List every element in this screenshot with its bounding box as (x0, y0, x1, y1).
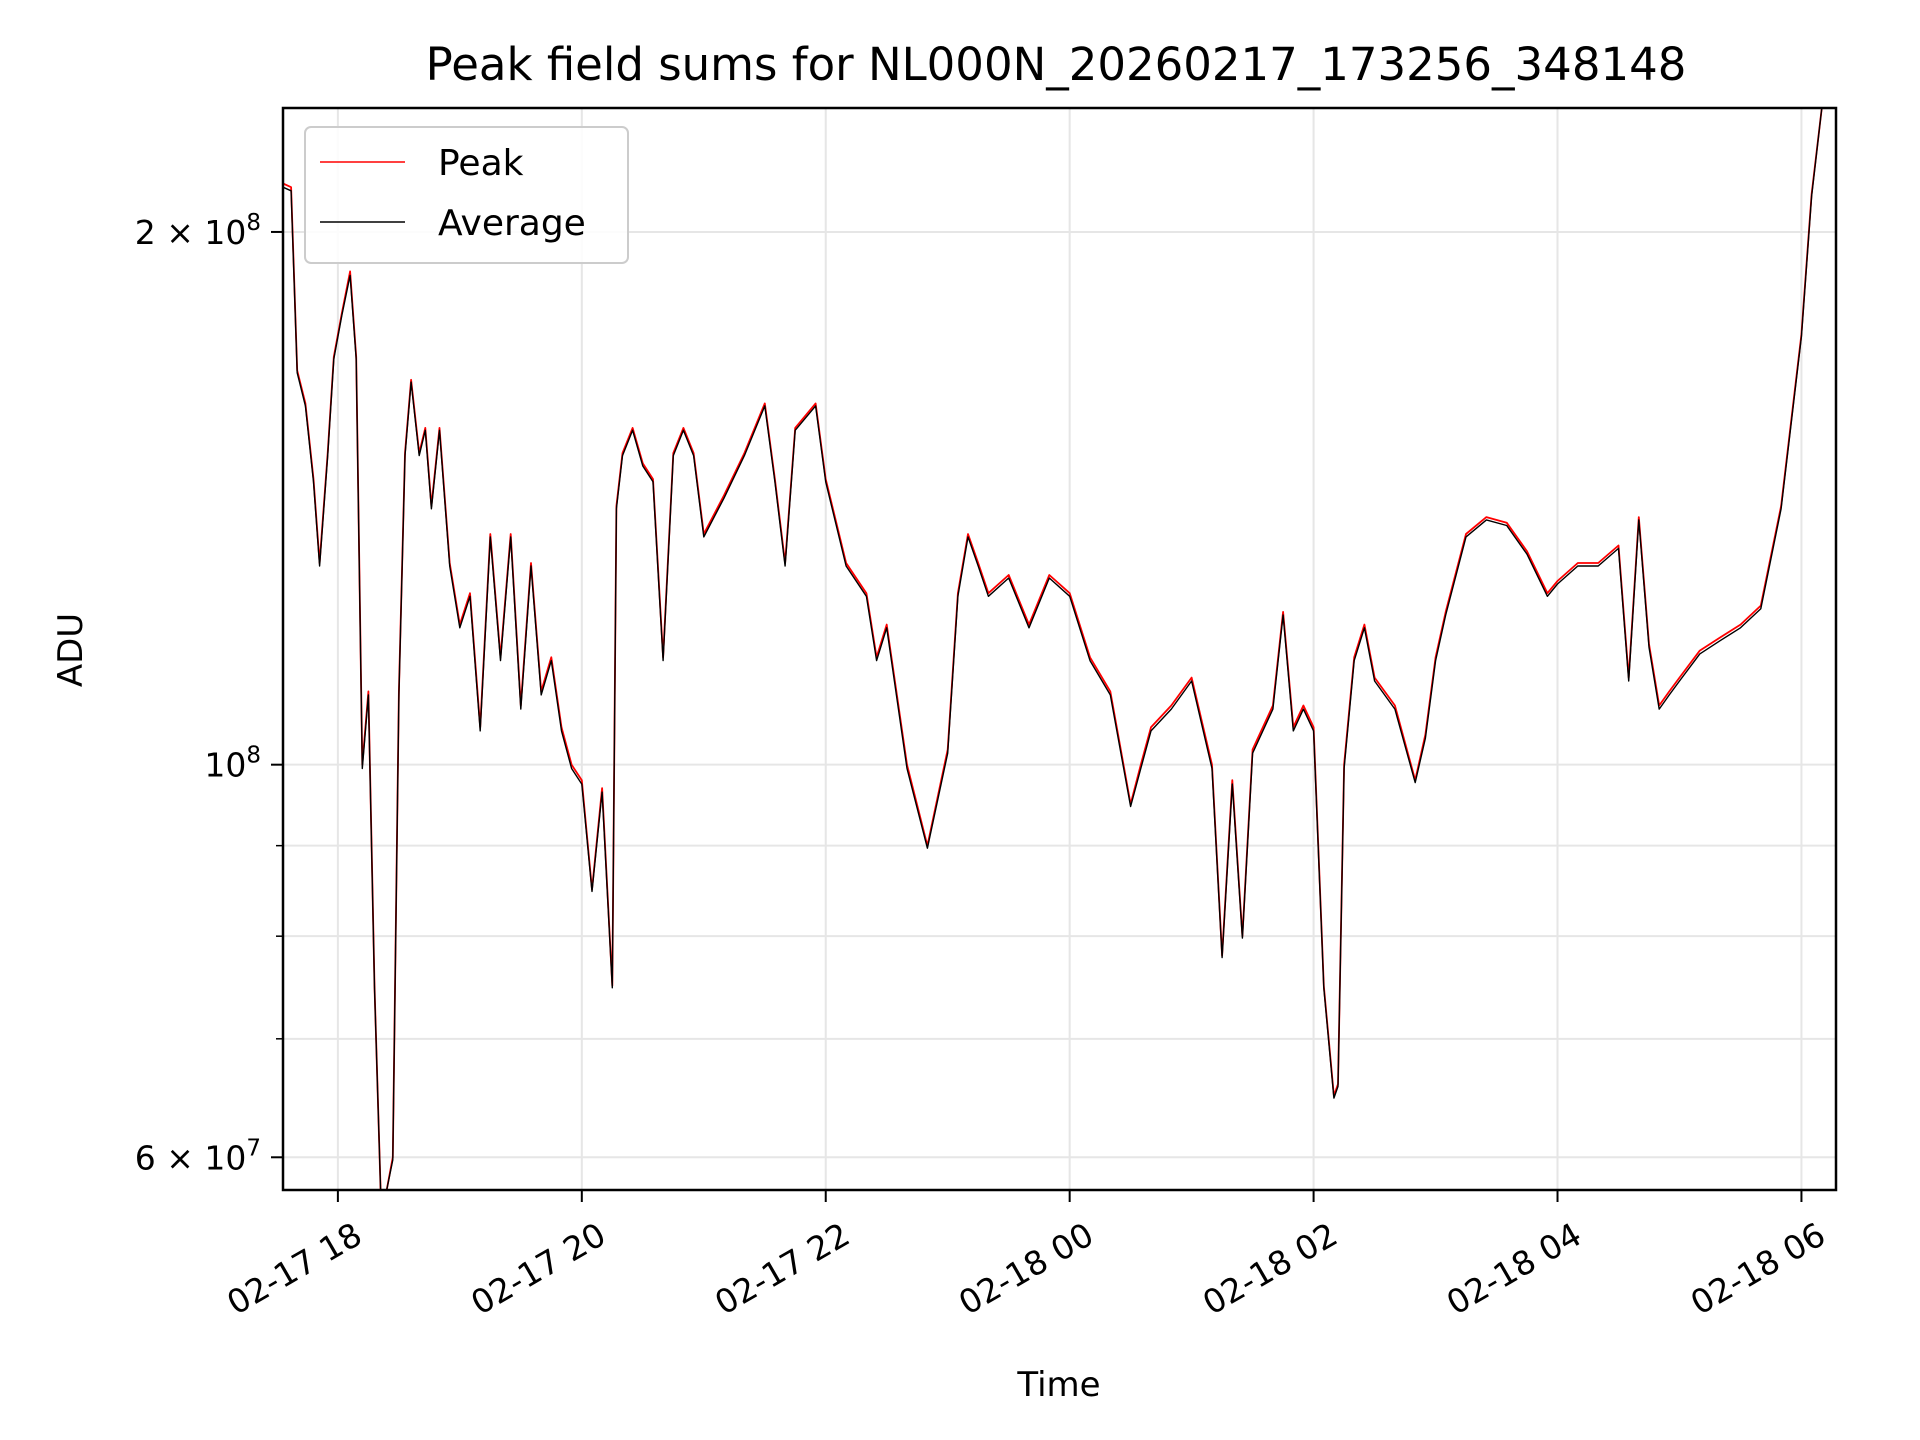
y-axis-label: ADU (51, 613, 91, 687)
x-tick-label: 02-17 22 (708, 1215, 856, 1323)
x-tick-label: 02-17 20 (464, 1215, 612, 1323)
legend: Peak Average (304, 126, 629, 264)
series-line-average (283, 108, 1823, 1190)
x-tick-label: 02-17 18 (220, 1215, 368, 1323)
series-layer (283, 108, 1823, 1190)
legend-box (304, 126, 629, 264)
grid-layer (283, 108, 1836, 1190)
plot-frame (281, 106, 1838, 1192)
x-tick-label: 02-18 00 (952, 1215, 1100, 1323)
x-axis-label: Time (1016, 1365, 1100, 1405)
y-tick-label: 2 × 108 (135, 210, 261, 252)
legend-label-average: Average (438, 203, 586, 244)
y-tick-label: 6 × 107 (135, 1135, 261, 1177)
tick-layer: 02-17 18 02-17 20 02-17 22 02-18 00 02-18 02… (135, 210, 1832, 1323)
series-line-peak (283, 108, 1823, 1190)
chart-title: Peak field sums for NL000N_20260217_1732… (426, 38, 1687, 91)
x-tick-label: 02-18 04 (1440, 1215, 1588, 1323)
x-tick-label: 02-18 06 (1684, 1215, 1832, 1323)
legend-label-peak: Peak (438, 143, 524, 184)
y-tick-label: 108 (204, 743, 261, 785)
x-tick-label: 02-18 02 (1196, 1215, 1344, 1323)
